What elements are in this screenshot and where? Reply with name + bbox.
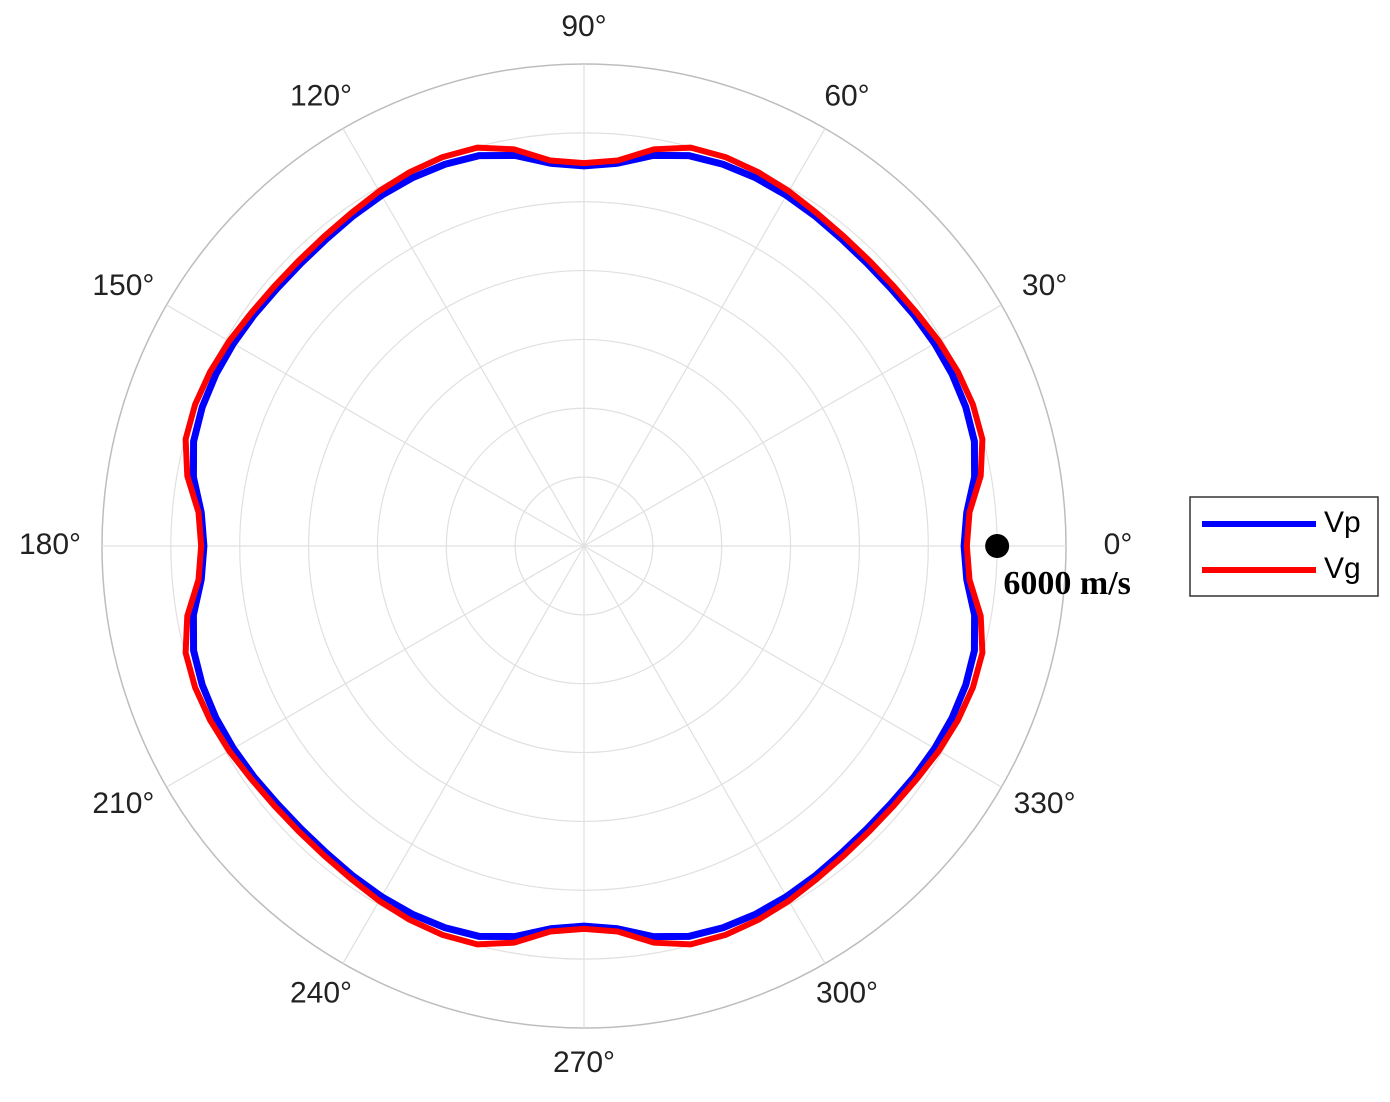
theta-tick-label: 60° [824, 79, 869, 112]
theta-tick-label: 240° [290, 977, 352, 1010]
theta-tick-label: 0° [1104, 528, 1133, 561]
legend-label: Vp [1324, 506, 1361, 539]
theta-tick-label: 270° [553, 1046, 615, 1079]
annotation-dot [985, 534, 1010, 558]
series-line [182, 144, 986, 948]
theta-tick-label: 330° [1014, 787, 1076, 820]
legend-box [1189, 496, 1379, 597]
annotation-label: 6000 m/s [1003, 565, 1131, 602]
theta-tick-label: 90° [561, 10, 606, 43]
theta-tick-label: 210° [92, 787, 154, 820]
theta-tick-label: 30° [1022, 269, 1067, 302]
theta-tick-label: 180° [19, 528, 81, 561]
theta-tick-label: 150° [92, 269, 154, 302]
theta-tick-label: 300° [816, 977, 878, 1010]
theta-tick-label: 120° [290, 79, 352, 112]
legend-label: Vg [1324, 552, 1361, 585]
